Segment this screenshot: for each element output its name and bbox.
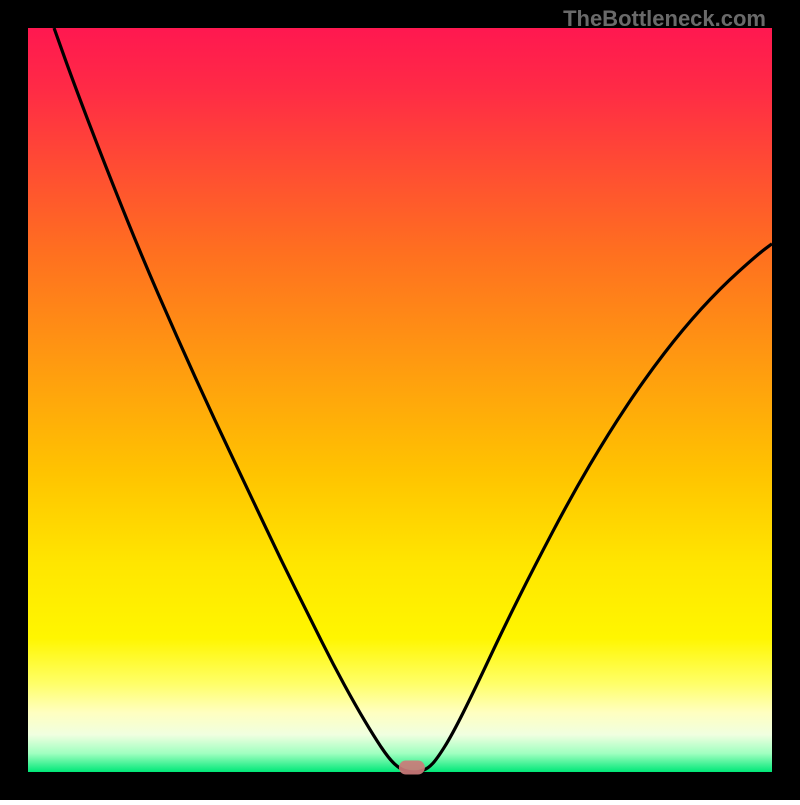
optimum-marker	[399, 761, 425, 775]
chart-svg	[0, 0, 800, 800]
chart-frame: TheBottleneck.com	[0, 0, 800, 800]
watermark-text: TheBottleneck.com	[563, 6, 766, 32]
plot-background	[28, 28, 772, 772]
